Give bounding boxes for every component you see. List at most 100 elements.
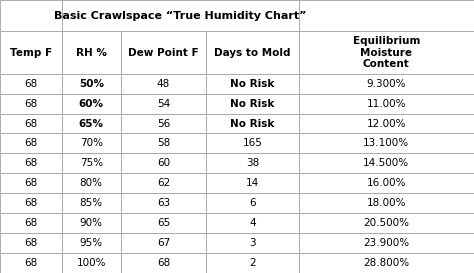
Bar (299, 153, 474, 173)
Text: 16.00%: 16.00% (366, 178, 406, 188)
Text: 68: 68 (24, 178, 37, 188)
Bar (206, 173, 299, 193)
Text: 20.500%: 20.500% (363, 218, 410, 228)
Bar (62, 0, 299, 31)
Text: 68: 68 (24, 218, 37, 228)
Bar (62, 233, 121, 253)
Text: No Risk: No Risk (230, 118, 274, 129)
Text: 60%: 60% (79, 99, 104, 109)
Text: 85%: 85% (80, 198, 103, 208)
Text: 90%: 90% (80, 218, 103, 228)
Bar (121, 213, 206, 233)
Bar (121, 114, 206, 133)
Text: 65: 65 (157, 218, 170, 228)
Bar (0, 193, 62, 213)
Bar (299, 0, 474, 31)
Bar (206, 31, 299, 74)
Bar (206, 213, 299, 233)
Text: 165: 165 (243, 138, 262, 149)
Text: 68: 68 (157, 258, 170, 268)
Text: 6: 6 (249, 198, 255, 208)
Text: 50%: 50% (79, 79, 104, 89)
Text: 68: 68 (24, 198, 37, 208)
Text: 100%: 100% (76, 258, 106, 268)
Bar (121, 153, 206, 173)
Text: Dew Point F: Dew Point F (128, 48, 199, 58)
Bar (0, 114, 62, 133)
Text: 12.00%: 12.00% (366, 118, 406, 129)
Text: 14: 14 (246, 178, 259, 188)
Bar (62, 213, 121, 233)
Text: 70%: 70% (80, 138, 103, 149)
Bar (62, 173, 121, 193)
Text: 63: 63 (157, 198, 170, 208)
Bar (206, 193, 299, 213)
Text: 68: 68 (24, 118, 37, 129)
Text: 23.900%: 23.900% (363, 238, 410, 248)
Text: Temp F: Temp F (10, 48, 52, 58)
Text: 14.500%: 14.500% (363, 158, 410, 168)
Bar (121, 133, 206, 153)
Bar (299, 213, 474, 233)
Bar (121, 74, 206, 94)
Text: 62: 62 (157, 178, 170, 188)
Bar (299, 94, 474, 114)
Text: 18.00%: 18.00% (366, 198, 406, 208)
Bar (299, 74, 474, 94)
Bar (0, 233, 62, 253)
Text: 67: 67 (157, 238, 170, 248)
Text: 3: 3 (249, 238, 255, 248)
Text: 60: 60 (157, 158, 170, 168)
Bar (206, 253, 299, 273)
Bar (121, 253, 206, 273)
Text: RH %: RH % (76, 48, 107, 58)
Bar (0, 213, 62, 233)
Text: No Risk: No Risk (230, 99, 274, 109)
Text: 80%: 80% (80, 178, 103, 188)
Text: Basic Crawlspace “True Humidity Chart”: Basic Crawlspace “True Humidity Chart” (54, 11, 306, 21)
Bar (299, 233, 474, 253)
Text: 58: 58 (157, 138, 170, 149)
Text: 68: 68 (24, 238, 37, 248)
Bar (206, 114, 299, 133)
Text: 54: 54 (157, 99, 170, 109)
Bar (206, 153, 299, 173)
Bar (121, 193, 206, 213)
Bar (62, 253, 121, 273)
Bar (0, 0, 62, 31)
Bar (0, 253, 62, 273)
Text: 75%: 75% (80, 158, 103, 168)
Text: 95%: 95% (80, 238, 103, 248)
Text: 38: 38 (246, 158, 259, 168)
Bar (62, 74, 121, 94)
Text: Equilibrium
Moisture
Content: Equilibrium Moisture Content (353, 36, 420, 69)
Bar (0, 31, 62, 74)
Text: 13.100%: 13.100% (363, 138, 410, 149)
Text: 9.300%: 9.300% (366, 79, 406, 89)
Bar (206, 94, 299, 114)
Bar (299, 31, 474, 74)
Bar (206, 133, 299, 153)
Bar (62, 133, 121, 153)
Bar (299, 193, 474, 213)
Text: 68: 68 (24, 79, 37, 89)
Bar (62, 114, 121, 133)
Text: 68: 68 (24, 138, 37, 149)
Bar (62, 153, 121, 173)
Bar (62, 31, 121, 74)
Bar (299, 173, 474, 193)
Text: Days to Mold: Days to Mold (214, 48, 291, 58)
Bar (299, 114, 474, 133)
Text: 68: 68 (24, 158, 37, 168)
Text: 48: 48 (157, 79, 170, 89)
Text: No Risk: No Risk (230, 79, 274, 89)
Bar (121, 173, 206, 193)
Bar (299, 253, 474, 273)
Bar (62, 193, 121, 213)
Bar (121, 94, 206, 114)
Bar (0, 74, 62, 94)
Bar (62, 94, 121, 114)
Bar (0, 173, 62, 193)
Bar (0, 133, 62, 153)
Bar (0, 94, 62, 114)
